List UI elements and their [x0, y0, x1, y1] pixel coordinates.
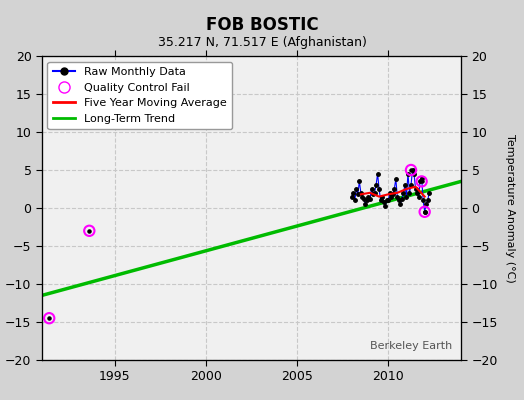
Five Year Moving Average	[403, 186, 410, 192]
Point	[45, 315, 53, 322]
Quality Control Fail	[407, 167, 415, 173]
Raw Monthly Data	[409, 168, 416, 172]
Five Year Moving Average	[385, 192, 391, 197]
Point	[420, 209, 429, 215]
Point	[407, 167, 415, 173]
Five Year Moving Average	[358, 192, 364, 197]
Five Year Moving Average	[412, 184, 419, 189]
Raw Monthly Data	[385, 198, 391, 203]
Raw Monthly Data	[399, 196, 405, 201]
Five Year Moving Average	[394, 190, 400, 195]
Five Year Moving Average	[367, 190, 373, 195]
Quality Control Fail	[85, 228, 93, 234]
Quality Control Fail	[420, 209, 429, 215]
Five Year Moving Average	[421, 194, 428, 199]
Text: Berkeley Earth: Berkeley Earth	[370, 341, 453, 351]
Five Year Moving Average	[376, 194, 382, 199]
Raw Monthly Data	[390, 192, 396, 197]
Raw Monthly Data	[376, 186, 382, 192]
Text: FOB BOSTIC: FOB BOSTIC	[206, 16, 318, 34]
Quality Control Fail	[418, 178, 426, 185]
Text: 35.217 N, 71.517 E (Afghanistan): 35.217 N, 71.517 E (Afghanistan)	[158, 36, 366, 49]
Point	[85, 228, 93, 234]
Line: Raw Monthly Data: Raw Monthly Data	[350, 168, 431, 214]
Raw Monthly Data	[396, 198, 402, 203]
Raw Monthly Data	[426, 190, 432, 195]
Point	[418, 178, 426, 185]
Line: Five Year Moving Average: Five Year Moving Average	[361, 187, 424, 196]
Raw Monthly Data	[421, 210, 428, 214]
Raw Monthly Data	[348, 194, 355, 199]
Quality Control Fail	[45, 315, 53, 322]
Y-axis label: Temperature Anomaly (°C): Temperature Anomaly (°C)	[505, 134, 515, 282]
Raw Monthly Data	[355, 192, 361, 197]
Legend: Raw Monthly Data, Quality Control Fail, Five Year Moving Average, Long-Term Tren: Raw Monthly Data, Quality Control Fail, …	[48, 62, 233, 129]
